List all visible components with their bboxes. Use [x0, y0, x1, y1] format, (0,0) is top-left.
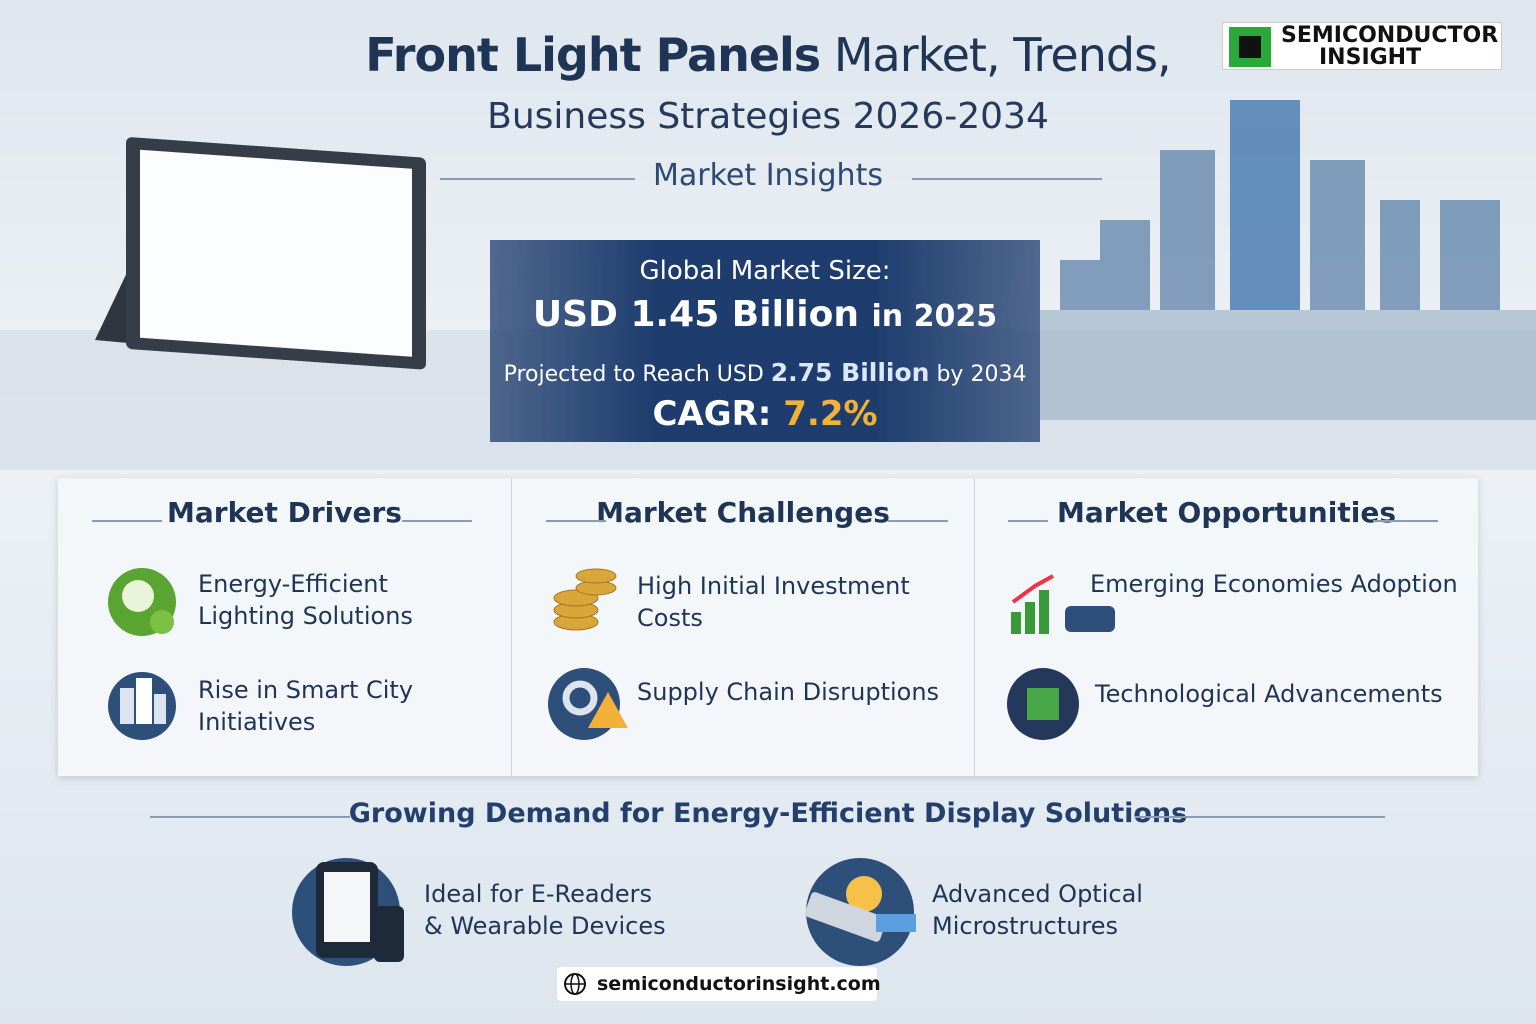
- footer: semiconductorinsight.com: [557, 967, 881, 1001]
- logo-icon: [1229, 27, 1271, 67]
- item: Rise in Smart City Initiatives: [198, 674, 413, 738]
- title-bold: Front Light Panels: [365, 28, 821, 82]
- item: Advanced Optical Microstructures: [932, 878, 1143, 942]
- logo-text: SEMICONDUCTOR: [1281, 23, 1499, 48]
- panel-title: Market Drivers: [167, 496, 402, 529]
- rule: [92, 520, 162, 522]
- logo: SEMICONDUCTOR INSIGHT: [1222, 22, 1502, 70]
- rule: [402, 520, 472, 522]
- rule: [546, 520, 606, 522]
- panel-title: Market Challenges: [596, 496, 890, 529]
- section-title: Market Insights: [653, 158, 883, 193]
- rule: [150, 816, 350, 818]
- item: Supply Chain Disruptions: [637, 676, 939, 708]
- panel: Market Challenges High Initial Investmen…: [512, 478, 975, 776]
- item: High Initial Investment Costs: [637, 570, 974, 634]
- ereader-icon: [292, 858, 404, 966]
- item-line: Energy-Efficient: [198, 570, 388, 598]
- projection-prefix: Projected to Reach USD: [503, 362, 764, 387]
- panel-icons: [548, 568, 628, 740]
- title: Front Light Panels Market, Trends,: [0, 28, 1536, 82]
- rule: [912, 178, 1102, 180]
- globe-icon: [564, 973, 586, 995]
- rule: [1373, 520, 1438, 522]
- panel-title: Market Opportunities: [1057, 496, 1396, 529]
- item: Emerging Economies Adoption: [1090, 568, 1458, 600]
- item-line: Ideal for E-Readers: [424, 880, 652, 908]
- item-line: High Initial Investment Costs: [637, 572, 910, 632]
- panel: Market Drivers Energy-Efficient Lighting …: [58, 478, 512, 776]
- item-line: & Wearable Devices: [424, 912, 666, 940]
- item-line: Emerging Economies Adoption: [1090, 570, 1458, 598]
- panels: Market Drivers Energy-Efficient Lighting …: [58, 478, 1478, 776]
- market-size-box: Global Market Size: USD 1.45 Billion in …: [490, 240, 1040, 442]
- item-line: Rise in Smart City: [198, 676, 414, 704]
- panel-icons: [108, 568, 176, 740]
- rule: [1008, 520, 1048, 522]
- title-rest: Market, Trends,: [833, 28, 1172, 82]
- panel: Market Opportunities Emerging Economies …: [975, 478, 1478, 776]
- panel-icons: [1007, 574, 1115, 740]
- footer-url: semiconductorinsight.com: [597, 973, 881, 995]
- item: Ideal for E-Readers & Wearable Devices: [424, 878, 666, 942]
- item-line: Technological Advancements: [1095, 680, 1443, 708]
- rule: [440, 178, 635, 180]
- item: Energy-Efficient Lighting Solutions: [198, 568, 413, 632]
- market-size-value: USD 1.45 Billion: [532, 294, 859, 335]
- optics-icon: [804, 858, 916, 966]
- item-line: Initiatives: [198, 708, 316, 736]
- item: Technological Advancements: [1095, 678, 1443, 710]
- demand-title: Growing Demand for Energy-Efficient Disp…: [348, 798, 1188, 829]
- item-line: Microstructures: [932, 912, 1119, 940]
- rule: [888, 520, 948, 522]
- item-line: Supply Chain Disruptions: [637, 678, 940, 706]
- subtitle: Business Strategies 2026-2034: [487, 96, 1049, 137]
- projection-suffix: by 2034: [936, 362, 1027, 387]
- logo-text: INSIGHT: [1319, 45, 1422, 70]
- cagr-value: 7.2%: [783, 394, 878, 434]
- item-line: Lighting Solutions: [198, 602, 413, 630]
- market-size-label: Global Market Size:: [639, 256, 891, 286]
- rule: [1135, 816, 1385, 818]
- market-size-year: in 2025: [871, 299, 998, 334]
- cagr-label: CAGR:: [652, 394, 772, 434]
- item-line: Advanced Optical: [932, 880, 1143, 908]
- background-art: [0, 100, 1536, 470]
- projection-value: 2.75 Billion: [770, 358, 930, 387]
